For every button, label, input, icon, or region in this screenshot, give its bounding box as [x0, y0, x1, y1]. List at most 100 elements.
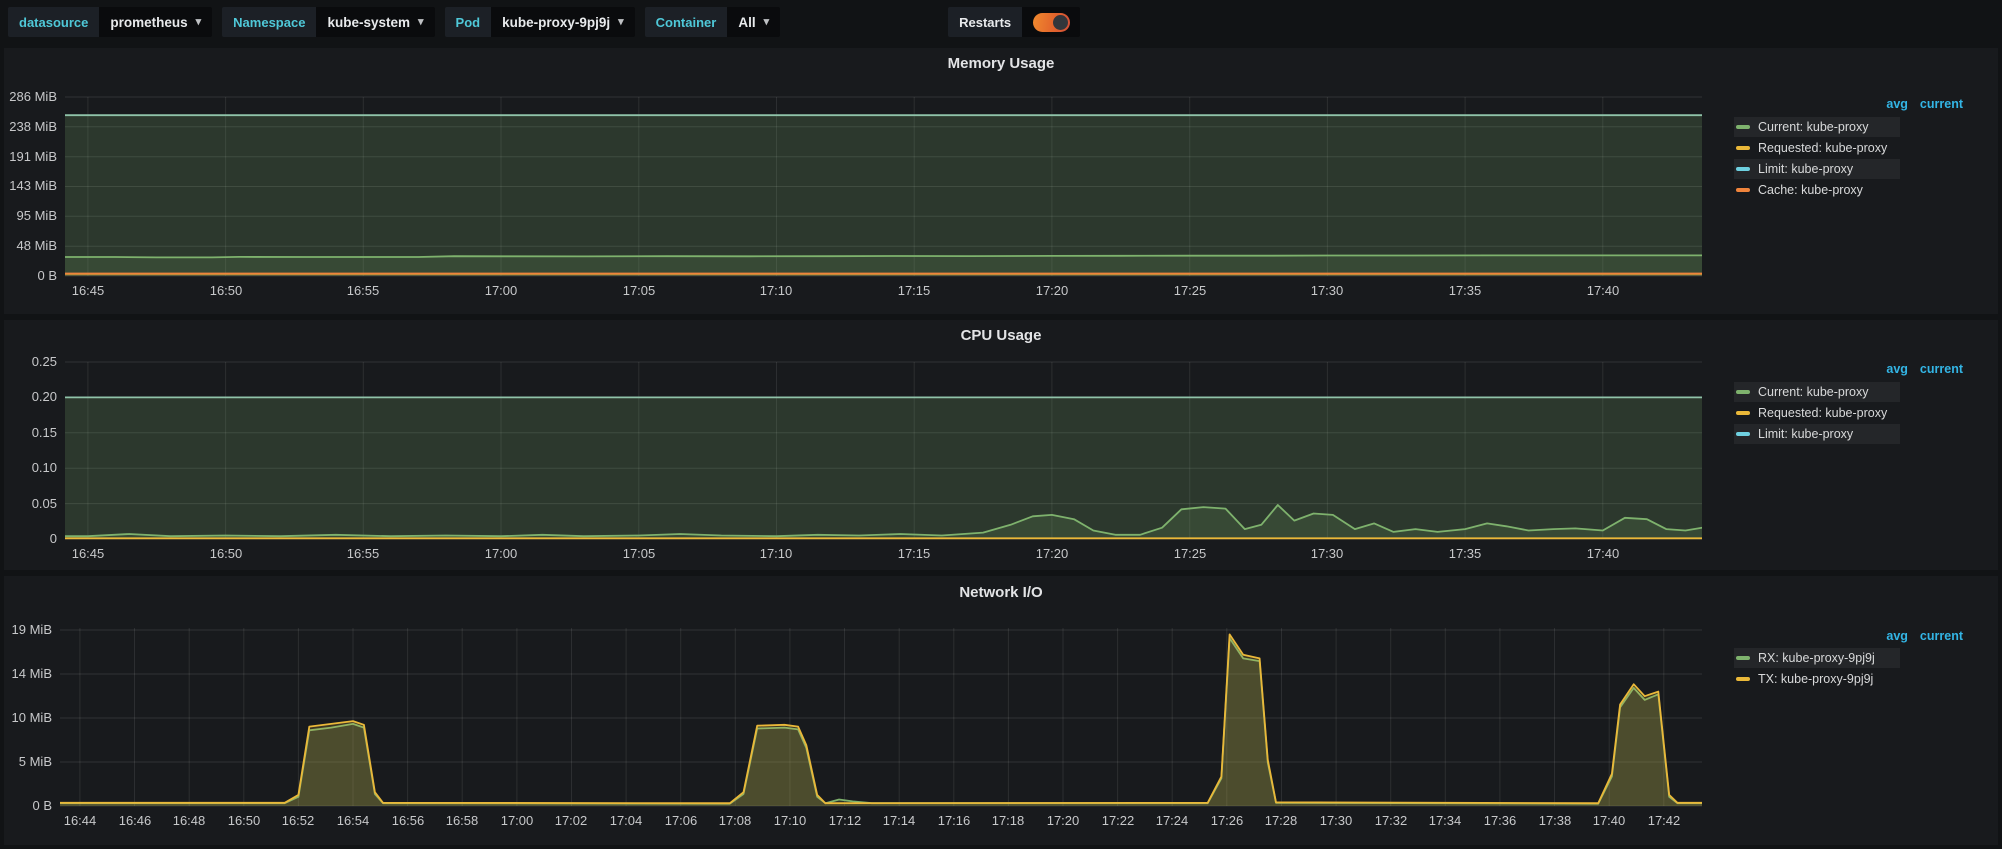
memory-usage-plot-area[interactable] — [65, 97, 1702, 276]
network-i-o-x-tick-label: 17:22 — [1101, 813, 1135, 828]
series-color-swatch — [1736, 390, 1750, 394]
network-i-o-legend-header: avg current — [1734, 629, 1963, 643]
series-color-swatch — [1736, 188, 1750, 192]
cpu-usage-legend-item[interactable]: Limit: kube-proxy — [1734, 424, 1900, 444]
cpu-usage-plot-area[interactable] — [65, 362, 1702, 539]
network-i-o-x-tick-label: 16:58 — [445, 813, 479, 828]
cpu-usage-y-tick-label: 0.10 — [31, 460, 57, 475]
cpu-usage-y-tick-label: 0 — [49, 531, 57, 546]
cpu-usage-x-tick-label: 16:50 — [209, 546, 243, 561]
cpu-usage-panel-title[interactable]: CPU Usage — [960, 327, 1042, 344]
memory-usage-x-tick-label: 17:20 — [1035, 283, 1069, 298]
memory-usage-x-tick-label: 17:25 — [1173, 283, 1207, 298]
memory-usage-y-tick-label: 238 MiB — [9, 119, 57, 134]
var-pod-dropdown[interactable]: kube-proxy-9pj9j ▾ — [491, 7, 635, 37]
memory-usage-x-tick-label: 17:10 — [759, 283, 793, 298]
series-label: Current: kube-proxy — [1758, 120, 1869, 134]
network-i-o-x-tick-label: 17:12 — [828, 813, 862, 828]
network-i-o-x-tick-label: 16:48 — [172, 813, 206, 828]
network-i-o-x-tick-label: 17:02 — [554, 813, 588, 828]
memory-usage-legend-item[interactable]: Limit: kube-proxy — [1734, 159, 1900, 179]
network-i-o-legend-sort-avg[interactable]: avg — [1886, 629, 1908, 643]
series-label: Limit: kube-proxy — [1758, 162, 1854, 176]
chevron-down-icon: ▾ — [763, 15, 770, 28]
network-i-o-x-tick-label: 16:46 — [118, 813, 152, 828]
memory-usage-y-tick-label: 95 MiB — [16, 208, 57, 223]
network-i-o-x-tick-label: 17:28 — [1264, 813, 1298, 828]
cpu-usage-x-tick-label: 17:00 — [484, 546, 518, 561]
memory-usage-x-tick-label: 17:30 — [1310, 283, 1344, 298]
series-color-swatch — [1736, 167, 1750, 171]
network-i-o-legend-item[interactable]: RX: kube-proxy-9pj9j — [1734, 648, 1900, 668]
memory-usage-x-tick-label: 16:55 — [346, 283, 380, 298]
network-i-o-x-tick-label: 16:54 — [336, 813, 370, 828]
chevron-down-icon: ▾ — [418, 15, 424, 28]
memory-usage-legend-sort-current[interactable]: current — [1919, 97, 1963, 111]
restarts-toggle[interactable] — [1022, 7, 1081, 37]
memory-usage-panel-title[interactable]: Memory Usage — [947, 55, 1055, 72]
var-container-dropdown[interactable]: All ▾ — [727, 7, 781, 37]
var-namespace: Namespace kube-system ▾ — [222, 7, 435, 37]
network-i-o-x-tick-label: 17:30 — [1319, 813, 1353, 828]
memory-usage-legend-sort-avg[interactable]: avg — [1886, 97, 1908, 111]
cpu-usage-x-tick-label: 17:30 — [1310, 546, 1344, 561]
cpu-usage-y-tick-label: 0.20 — [31, 389, 57, 404]
series-color-swatch — [1736, 677, 1750, 681]
restarts-control: Restarts — [948, 7, 1081, 37]
cpu-usage-x-tick-label: 17:20 — [1035, 546, 1069, 561]
toggle-on-icon — [1032, 12, 1070, 32]
memory-usage-legend-item[interactable]: Cache: kube-proxy — [1734, 180, 1900, 200]
var-datasource-label: datasource — [8, 7, 100, 37]
var-container-value: All — [738, 14, 756, 30]
memory-usage-y-tick-label: 286 MiB — [9, 89, 57, 104]
network-i-o-x-tick-label: 17:40 — [1592, 813, 1626, 828]
cpu-usage-x-tick-label: 16:55 — [346, 546, 380, 561]
series-label: Current: kube-proxy — [1758, 385, 1869, 399]
network-i-o-x-tick-label: 17:36 — [1483, 813, 1517, 828]
network-i-o-plot-area[interactable] — [60, 628, 1702, 806]
network-i-o-x-tick-label: 17:00 — [500, 813, 534, 828]
network-i-o-x-tick-label: 17:32 — [1374, 813, 1408, 828]
dashboard-controls-bar: datasource prometheus ▾ Namespace kube-s… — [0, 0, 2002, 44]
network-i-o-legend-sort-current[interactable]: current — [1919, 629, 1963, 643]
series-label: Requested: kube-proxy — [1758, 406, 1888, 420]
series-label: Requested: kube-proxy — [1758, 141, 1888, 155]
cpu-usage-x-tick-label: 17:05 — [622, 546, 656, 561]
memory-usage-x-tick-label: 17:00 — [484, 283, 518, 298]
chevron-down-icon: ▾ — [195, 15, 202, 28]
var-datasource-dropdown[interactable]: prometheus ▾ — [99, 7, 213, 37]
network-i-o-y-tick-label: 0 B — [32, 798, 52, 813]
network-i-o-x-tick-label: 17:08 — [718, 813, 752, 828]
network-i-o-x-tick-label: 17:14 — [882, 813, 916, 828]
memory-usage-y-tick-label: 143 MiB — [9, 178, 57, 193]
network-i-o-x-tick-label: 17:06 — [664, 813, 698, 828]
cpu-usage-x-tick-label: 16:45 — [71, 546, 105, 561]
network-i-o-panel-title[interactable]: Network I/O — [959, 584, 1043, 601]
memory-usage-legend-item[interactable]: Current: kube-proxy — [1734, 117, 1900, 137]
network-i-o-y-tick-label: 14 MiB — [11, 666, 52, 681]
network-i-o-x-tick-label: 17:10 — [773, 813, 807, 828]
var-namespace-dropdown[interactable]: kube-system ▾ — [316, 7, 435, 37]
memory-usage-y-tick-label: 191 MiB — [9, 149, 57, 164]
var-datasource-value: prometheus — [110, 14, 188, 30]
memory-usage-x-tick-label: 17:35 — [1448, 283, 1482, 298]
var-namespace-value: kube-system — [327, 14, 410, 30]
network-i-o-x-tick-label: 16:44 — [63, 813, 97, 828]
network-i-o-y-tick-label: 10 MiB — [11, 710, 52, 725]
cpu-usage-legend-item[interactable]: Requested: kube-proxy — [1734, 403, 1900, 423]
memory-usage-panel — [4, 48, 1998, 314]
cpu-usage-legend-item[interactable]: Current: kube-proxy — [1734, 382, 1900, 402]
network-i-o-x-tick-label: 17:34 — [1428, 813, 1462, 828]
restarts-label: Restarts — [948, 7, 1023, 37]
series-label: Cache: kube-proxy — [1758, 183, 1863, 197]
cpu-usage-x-tick-label: 17:35 — [1448, 546, 1482, 561]
cpu-usage-y-tick-label: 0.15 — [31, 425, 57, 440]
network-i-o-legend-item[interactable]: TX: kube-proxy-9pj9j — [1734, 669, 1900, 689]
cpu-usage-legend-sort-avg[interactable]: avg — [1886, 362, 1908, 376]
cpu-usage-legend-sort-current[interactable]: current — [1919, 362, 1963, 376]
memory-usage-legend-item[interactable]: Requested: kube-proxy — [1734, 138, 1900, 158]
network-i-o-x-tick-label: 17:38 — [1538, 813, 1572, 828]
network-i-o-y-tick-label: 19 MiB — [11, 622, 52, 637]
network-i-o-x-tick-label: 16:52 — [281, 813, 315, 828]
